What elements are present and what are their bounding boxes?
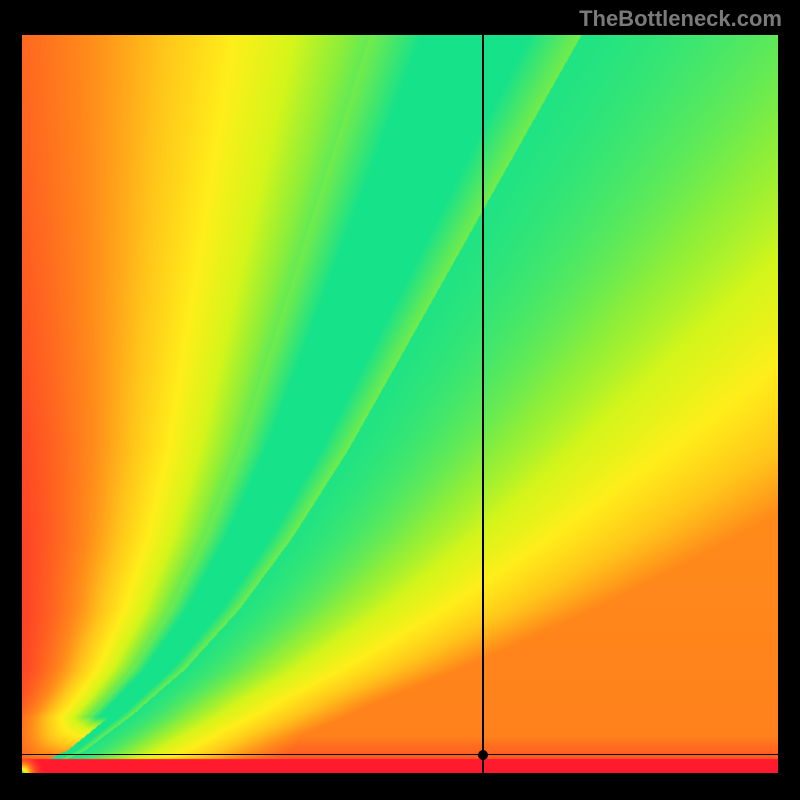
crosshair-horizontal [22,754,778,756]
watermark-text: TheBottleneck.com [579,6,782,32]
heatmap-canvas [22,35,778,773]
crosshair-marker [478,750,488,760]
heatmap-plot [22,35,778,773]
crosshair-vertical [482,35,484,773]
